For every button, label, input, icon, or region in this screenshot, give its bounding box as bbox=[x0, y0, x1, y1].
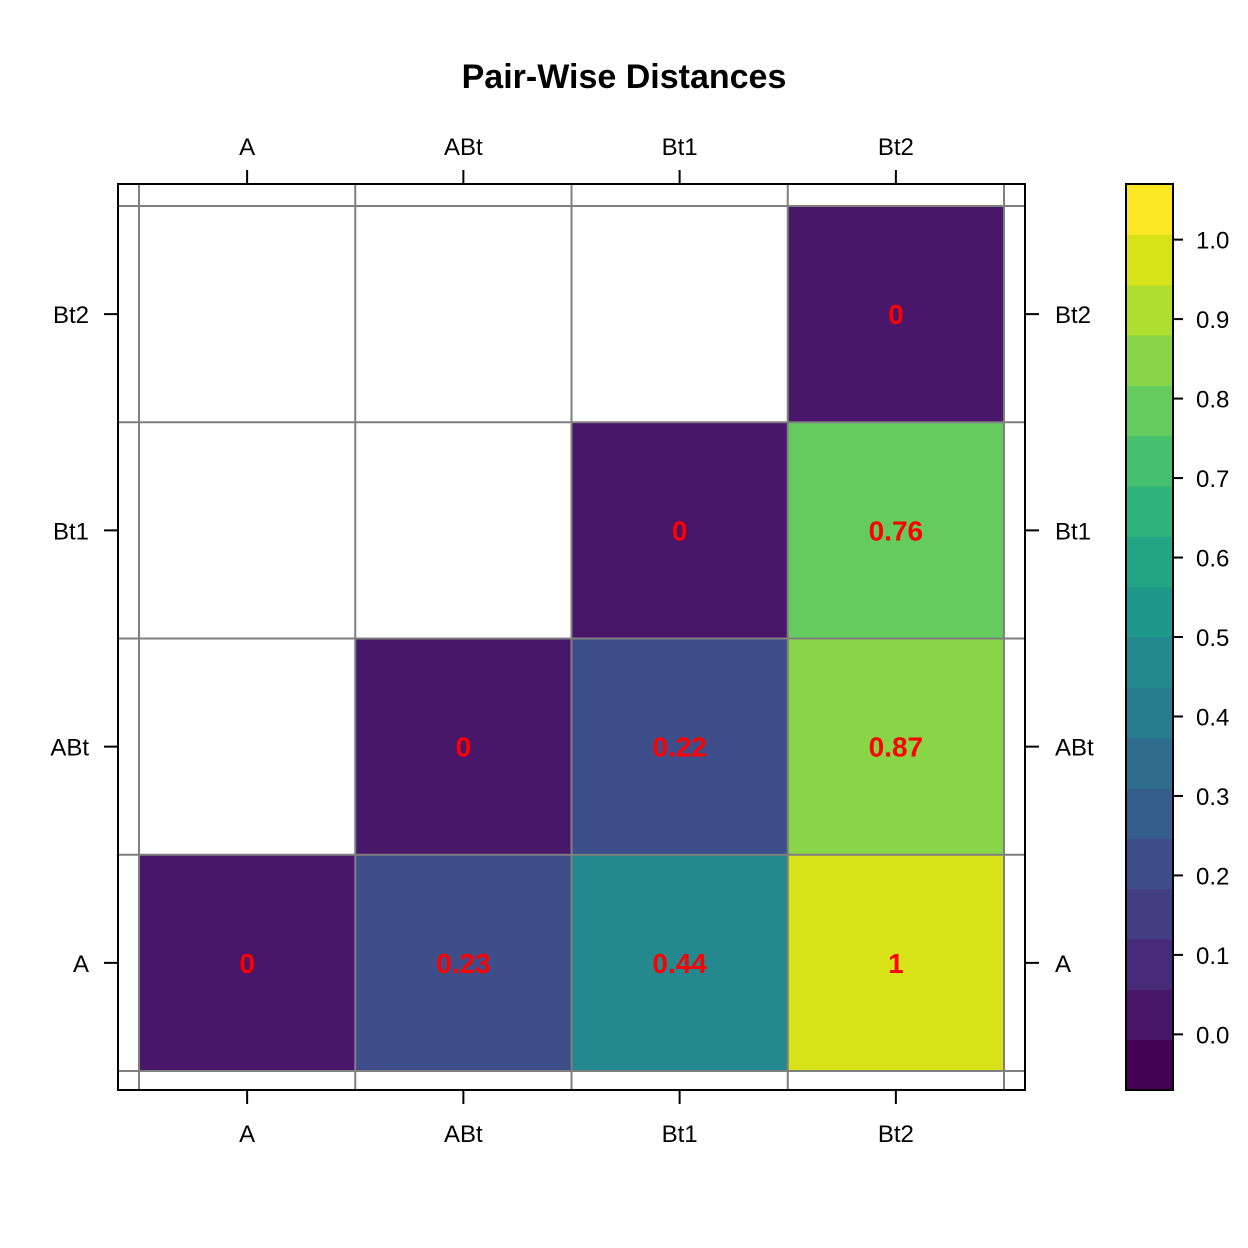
cell-label-A-Bt1: 0.44 bbox=[652, 948, 707, 979]
y-tick-label-right: ABt bbox=[1055, 735, 1094, 762]
heatmap-cell-Bt2-Bt2 bbox=[787, 206, 1004, 423]
colorbar-segment bbox=[1126, 586, 1173, 638]
colorbar-segment bbox=[1126, 536, 1173, 588]
cell-label-Bt1-Bt2: 0.76 bbox=[869, 515, 924, 546]
colorbar-segment bbox=[1126, 637, 1173, 688]
cell-label-A-ABt: 0.23 bbox=[436, 948, 491, 979]
y-tick-label-left: A bbox=[73, 951, 89, 978]
plot-frame bbox=[117, 183, 1026, 1091]
colorbar-segment bbox=[1126, 939, 1173, 990]
y-tick-label-left: Bt2 bbox=[53, 302, 89, 329]
y-tick-label-right: A bbox=[1055, 951, 1071, 978]
heatmap-cell-Bt1-Bt1 bbox=[571, 422, 788, 639]
x-tick-label-bottom: Bt2 bbox=[878, 1121, 914, 1148]
cell-label-A-Bt2: 1 bbox=[888, 948, 904, 979]
heatmap-cell-A-A bbox=[139, 854, 356, 1071]
colorbar-segment bbox=[1126, 284, 1173, 336]
colorbar: 0.0 0.1 0.2 0.3 0.4 0.5 0.6 0.7 0.8 0.9 1.0 bbox=[1125, 183, 1229, 1091]
heatmap-cell-A-Bt2 bbox=[787, 854, 1004, 1071]
colorbar-segment bbox=[1126, 435, 1173, 487]
colorbar-segment bbox=[1126, 838, 1173, 890]
heatmap-cell-A-Bt1 bbox=[571, 854, 788, 1071]
y-tick-label-right: Bt2 bbox=[1055, 302, 1091, 329]
colorbar-tick-label: 0.1 bbox=[1196, 943, 1229, 970]
x-tick-label-bottom: Bt1 bbox=[662, 1121, 698, 1148]
chart-title: Pair-Wise Distances bbox=[462, 58, 787, 96]
colorbar-tick-label: 0.4 bbox=[1196, 704, 1229, 731]
colorbar-segment bbox=[1126, 486, 1173, 537]
colorbar-segment bbox=[1126, 184, 1173, 235]
y-tick-label-right: Bt1 bbox=[1055, 518, 1091, 545]
x-tick-label-top: A bbox=[239, 134, 255, 161]
heatmap-cell-ABt-Bt1 bbox=[571, 638, 788, 855]
colorbar-segment bbox=[1126, 989, 1173, 1041]
grid-layer bbox=[118, 184, 1025, 1090]
axes-layer: A A A A ABt ABt ABt ABt Bt1 Bt1 Bt1 Bt1 Bt2 Bt2 Bt2 Bt2 bbox=[50, 134, 1094, 1148]
x-tick-label-bottom: A bbox=[239, 1121, 255, 1148]
cell-label-Bt2-Bt2: 0 bbox=[888, 299, 904, 330]
y-tick-label-left: ABt bbox=[50, 735, 89, 762]
colorbar-tick-label: 0.2 bbox=[1196, 863, 1229, 890]
colorbar-segment bbox=[1126, 788, 1173, 839]
labels-layer: 0 0.23 0.44 1 0 0.22 0.87 0 0.76 0 bbox=[239, 299, 923, 979]
colorbar-tick-label: 0.8 bbox=[1196, 387, 1229, 414]
colorbar-segment bbox=[1126, 335, 1173, 386]
colorbar-segment bbox=[1126, 1039, 1173, 1091]
y-tick-label-left: Bt1 bbox=[53, 518, 89, 545]
x-tick-label-top: ABt bbox=[444, 134, 483, 161]
cells-layer bbox=[139, 206, 1004, 1071]
cell-label-ABt-ABt: 0 bbox=[456, 732, 472, 763]
x-tick-label-top: Bt1 bbox=[662, 134, 698, 161]
colorbar-tick-label: 0.9 bbox=[1196, 307, 1229, 334]
colorbar-segment bbox=[1126, 737, 1173, 789]
colorbar-segment bbox=[1126, 687, 1173, 739]
colorbar-segment bbox=[1126, 234, 1173, 286]
x-tick-label-top: Bt2 bbox=[878, 134, 914, 161]
cell-label-Bt1-Bt1: 0 bbox=[672, 515, 688, 546]
colorbar-tick-label: 0.7 bbox=[1196, 466, 1229, 493]
colorbar-tick-label: 0.0 bbox=[1196, 1022, 1229, 1049]
heatmap-cell-A-ABt bbox=[355, 854, 572, 1071]
cell-label-A-A: 0 bbox=[239, 948, 255, 979]
heatmap-cell-ABt-Bt2 bbox=[787, 638, 1004, 855]
colorbar-tick-label: 1.0 bbox=[1196, 228, 1229, 255]
colorbar-tick-label: 0.6 bbox=[1196, 546, 1229, 573]
colorbar-segment bbox=[1126, 385, 1173, 437]
heatmap-cell-Bt1-Bt2 bbox=[787, 422, 1004, 639]
colorbar-tick-label: 0.5 bbox=[1196, 625, 1229, 652]
x-tick-label-bottom: ABt bbox=[444, 1121, 483, 1148]
cell-label-ABt-Bt2: 0.87 bbox=[869, 732, 924, 763]
cell-label-ABt-Bt1: 0.22 bbox=[652, 732, 707, 763]
colorbar-segment bbox=[1126, 888, 1173, 940]
colorbar-tick-label: 0.3 bbox=[1196, 784, 1229, 811]
heatmap-cell-ABt-ABt bbox=[355, 638, 572, 855]
